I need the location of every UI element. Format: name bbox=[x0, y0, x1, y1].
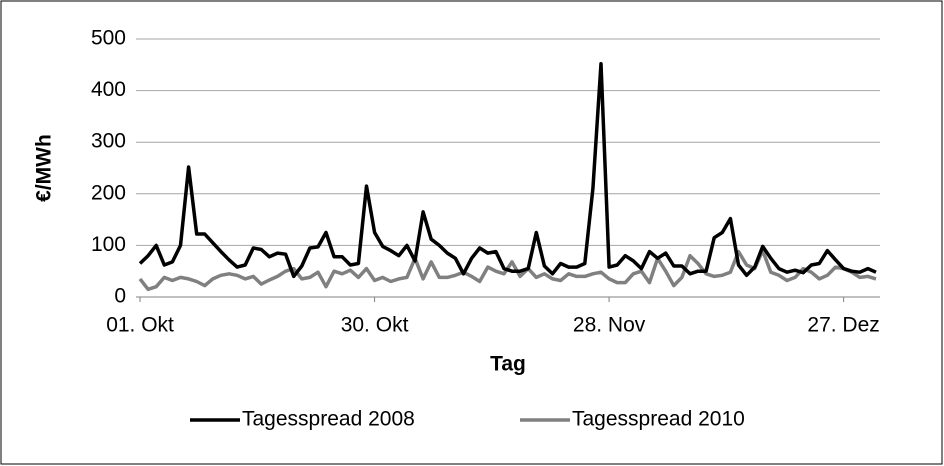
y-tick-label: 400 bbox=[91, 78, 126, 101]
y-tick-label: 100 bbox=[91, 233, 126, 256]
y-axis-label: €/MWh bbox=[33, 134, 56, 202]
x-tick-label: 01. Okt bbox=[106, 314, 174, 337]
y-tick-label: 200 bbox=[91, 181, 126, 204]
y-tick-label: 0 bbox=[114, 285, 126, 308]
legend-label: Tagesspread 2008 bbox=[242, 408, 415, 431]
x-tick-label: 28. Nov bbox=[573, 314, 646, 337]
y-tick-label: 300 bbox=[91, 130, 126, 153]
x-tick-label: 30. Okt bbox=[341, 314, 409, 337]
legend-label: Tagesspread 2010 bbox=[572, 408, 745, 431]
y-tick-label: 500 bbox=[91, 27, 126, 50]
x-tick-label: 27. Dez bbox=[807, 314, 879, 337]
x-axis-label: Tag bbox=[490, 353, 526, 376]
series-line bbox=[138, 62, 877, 279]
